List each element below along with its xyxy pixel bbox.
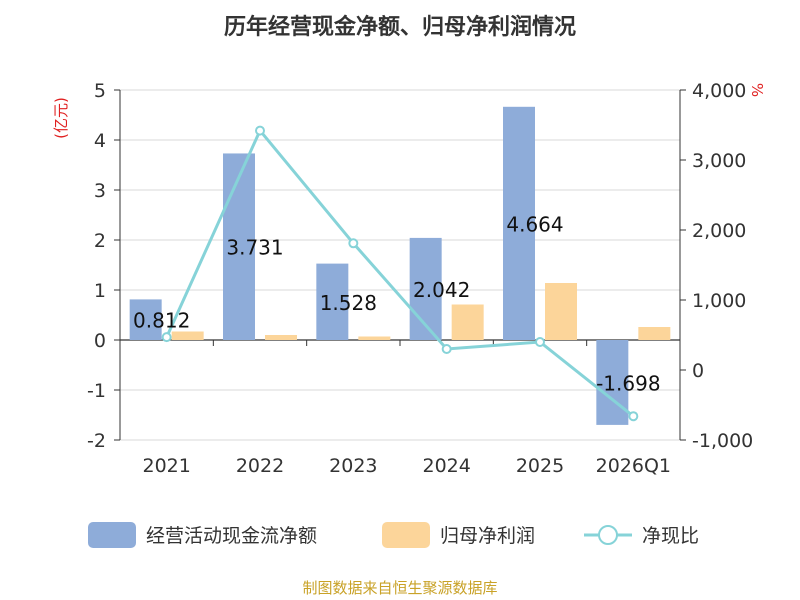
- ratio-point: [161, 332, 172, 343]
- right-axis-tick-label: 3,000: [692, 150, 746, 172]
- ratio-point: [628, 411, 639, 422]
- x-axis-tick-label: 2026Q1: [596, 455, 671, 477]
- left-axis-unit: (亿元): [52, 97, 70, 139]
- x-axis-tick-label: 2021: [142, 455, 190, 477]
- legend-swatch[interactable]: [382, 522, 430, 548]
- x-axis-tick-label: 2023: [329, 455, 377, 477]
- left-axis-tick-label: -2: [87, 430, 106, 452]
- left-axis-tick-label: 3: [94, 180, 106, 202]
- ratio-point: [441, 344, 452, 354]
- left-axis-tick-label: 0: [94, 330, 106, 352]
- cashflow-bar: [129, 299, 162, 340]
- legend-swatch[interactable]: [88, 522, 136, 548]
- chart-title: 历年经营现金净额、归母净利润情况: [224, 14, 576, 40]
- cashflow-bar: [503, 106, 535, 340]
- legend-label[interactable]: 净现比: [642, 525, 699, 547]
- left-axis-tick-label: 1: [94, 280, 106, 302]
- bar-layer: [129, 106, 671, 425]
- cashflow-bar: [316, 263, 349, 340]
- left-axis-tick-label: 4: [94, 130, 106, 152]
- net-profit-bar: [638, 327, 671, 340]
- legend[interactable]: 经营活动现金流净额 归母净利润 净现比: [88, 522, 699, 548]
- net-profit-bar: [545, 283, 577, 340]
- line-layer: [161, 125, 639, 422]
- data-label-layer: 0.812 3.731 1.528 2.042 4.664 -1.698: [133, 212, 661, 395]
- right-axis-tick-label: 0: [692, 360, 704, 382]
- cashflow-data-label: 1.528: [320, 291, 377, 315]
- legend-marker[interactable]: [598, 525, 618, 545]
- cashflow-data-label: 0.812: [133, 309, 190, 333]
- right-axis-tick-label: -1,000: [692, 430, 753, 452]
- x-axis-tick-label: 2024: [422, 455, 470, 477]
- cashflow-data-label: 3.731: [226, 236, 283, 260]
- source-note: 制图数据来自恒生聚源数据库: [302, 579, 497, 597]
- cashflow-data-label: -1.698: [596, 371, 660, 395]
- right-axis-tick-label: 2,000: [692, 220, 746, 242]
- ratio-line: [165, 127, 635, 418]
- left-axis-tick-label: 2: [94, 230, 106, 252]
- left-axis-tick-label: -1: [87, 380, 106, 402]
- cashflow-bar: [223, 153, 255, 340]
- net-profit-bar: [265, 335, 297, 340]
- net-profit-bar: [358, 336, 391, 340]
- axes: 5 4 3 2 1 0 -1 -2 4,000 3,000 2,000 1,000 0 -1,000 202…: [87, 80, 753, 477]
- net-profit-bar: [171, 331, 204, 340]
- ratio-point: [348, 238, 359, 249]
- legend-label[interactable]: 经营活动现金流净额: [146, 525, 317, 547]
- cashflow-bar: [596, 340, 629, 425]
- right-axis-unit: %: [748, 83, 766, 97]
- ratio-point: [255, 125, 265, 136]
- right-axis-tick-label: 4,000: [692, 80, 746, 102]
- right-axis-tick-label: 1,000: [692, 290, 746, 312]
- ratio-point: [535, 337, 545, 347]
- x-axis-tick-label: 2025: [516, 455, 564, 477]
- cashflow-data-label: 4.664: [506, 212, 563, 236]
- left-axis-tick-label: 5: [94, 80, 106, 102]
- cashflow-data-label: 2.042: [413, 278, 470, 302]
- x-axis-tick-label: 2022: [236, 455, 284, 477]
- legend-label[interactable]: 归母净利润: [440, 525, 535, 547]
- net-profit-bar: [451, 304, 484, 340]
